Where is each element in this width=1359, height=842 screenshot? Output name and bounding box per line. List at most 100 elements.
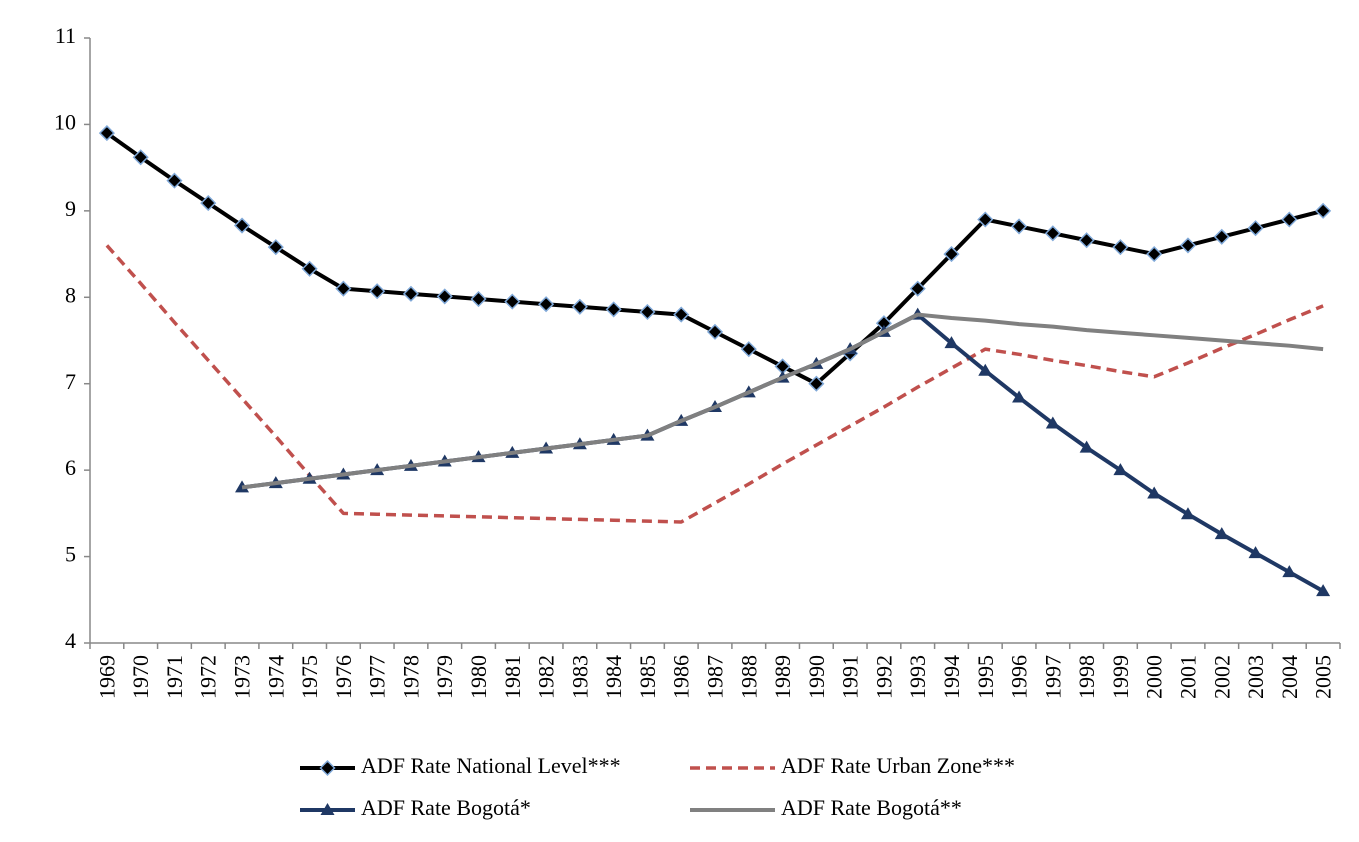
diamond-marker xyxy=(571,298,588,315)
x-tick-label: 1999 xyxy=(1108,655,1133,699)
x-tick-label: 1998 xyxy=(1074,655,1099,699)
x-tick-label: 1989 xyxy=(770,655,795,699)
diamond-marker xyxy=(200,195,217,212)
diamond-marker xyxy=(98,125,115,142)
x-tick-label: 1983 xyxy=(567,655,592,699)
y-tick-label: 5 xyxy=(65,542,76,567)
diamond-marker xyxy=(538,296,555,313)
diamond-marker xyxy=(1112,239,1129,256)
diamond-marker xyxy=(605,301,622,318)
diamond-marker xyxy=(1044,225,1061,242)
x-tick-label: 2000 xyxy=(1142,655,1167,699)
triangle-marker xyxy=(1180,507,1195,520)
diamond-marker xyxy=(166,172,183,189)
triangle-marker xyxy=(1316,584,1331,597)
diamond-marker xyxy=(233,217,251,234)
diamond-marker xyxy=(1179,237,1197,254)
triangle-marker xyxy=(1079,440,1094,453)
x-tick-label: 1996 xyxy=(1007,655,1032,699)
x-tick-label: 1981 xyxy=(500,655,525,699)
x-tick-label: 1997 xyxy=(1040,655,1065,699)
x-tick-label: 1990 xyxy=(804,655,829,699)
x-tick-label: 1969 xyxy=(94,655,119,699)
x-tick-label: 1993 xyxy=(905,655,930,699)
diamond-marker xyxy=(943,246,960,263)
legend-label: ADF Rate National Level*** xyxy=(361,753,621,778)
x-tick-label: 1975 xyxy=(297,655,322,699)
diamond-marker xyxy=(639,303,656,321)
legend-marker xyxy=(320,803,335,815)
y-tick-label: 4 xyxy=(65,628,76,653)
x-tick-label: 2003 xyxy=(1243,655,1268,699)
y-tick-label: 8 xyxy=(65,282,76,307)
x-tick-label: 1971 xyxy=(162,655,187,699)
diamond-marker xyxy=(369,283,386,300)
series-line xyxy=(241,312,1325,593)
diamond-marker xyxy=(132,149,149,166)
x-tick-label: 1980 xyxy=(466,655,491,699)
x-tick-label: 2005 xyxy=(1311,655,1336,699)
x-tick-label: 1972 xyxy=(196,655,221,699)
x-tick-label: 1991 xyxy=(838,655,863,699)
diamond-marker xyxy=(1213,228,1230,245)
diamond-marker xyxy=(1247,220,1264,237)
diamond-marker xyxy=(1281,211,1298,228)
series-line xyxy=(105,131,1324,386)
triangle-marker xyxy=(1214,527,1229,540)
diamond-marker xyxy=(977,211,994,228)
triangle-marker xyxy=(1113,463,1128,476)
x-tick-label: 1970 xyxy=(128,655,153,699)
x-tick-label: 2002 xyxy=(1209,655,1234,699)
diamond-marker xyxy=(909,280,926,297)
x-tick-label: 1976 xyxy=(331,655,356,699)
y-tick-label: 10 xyxy=(54,109,76,134)
triangle-marker xyxy=(1045,416,1060,429)
x-tick-label: 1995 xyxy=(973,655,998,699)
x-tick-label: 1987 xyxy=(703,655,728,699)
diamond-marker xyxy=(673,306,690,323)
x-tick-label: 2001 xyxy=(1175,655,1200,699)
diamond-marker xyxy=(1315,202,1332,219)
y-tick-label: 6 xyxy=(65,455,76,480)
diamond-marker xyxy=(808,375,825,392)
x-tick-label: 1982 xyxy=(534,655,559,699)
x-tick-label: 1979 xyxy=(432,655,457,699)
series-line xyxy=(241,312,1324,490)
legend-label: ADF Rate Urban Zone*** xyxy=(781,753,1015,778)
diamond-marker xyxy=(267,239,284,256)
x-tick-label: 1992 xyxy=(871,655,896,699)
x-tick-label: 1974 xyxy=(263,655,288,699)
y-tick-label: 11 xyxy=(55,23,76,48)
x-tick-label: 1985 xyxy=(635,655,660,699)
y-tick-label: 9 xyxy=(65,196,76,221)
x-tick-label: 1984 xyxy=(601,655,626,699)
legend-label: ADF Rate Bogotá* xyxy=(361,795,531,820)
diamond-marker xyxy=(470,290,487,308)
diamond-marker xyxy=(436,288,453,305)
diamond-marker xyxy=(706,323,724,340)
diamond-marker xyxy=(335,280,352,297)
diamond-marker xyxy=(301,260,318,277)
diamond-marker xyxy=(1010,218,1028,235)
triangle-marker xyxy=(1282,565,1297,578)
x-tick-label: 1977 xyxy=(365,655,390,699)
triangle-marker xyxy=(944,336,959,349)
diamond-marker xyxy=(1078,232,1095,249)
x-tick-label: 1973 xyxy=(230,655,255,699)
triangle-marker xyxy=(978,363,993,376)
x-tick-label: 1988 xyxy=(736,655,761,699)
legend-label: ADF Rate Bogotá** xyxy=(781,795,962,820)
diamond-marker xyxy=(740,341,757,358)
legend-marker xyxy=(319,759,336,777)
diamond-marker xyxy=(504,293,521,310)
x-tick-label: 1978 xyxy=(398,655,423,699)
triangle-marker xyxy=(1147,486,1162,499)
y-tick-label: 7 xyxy=(65,369,76,394)
diamond-marker xyxy=(402,285,420,302)
x-tick-label: 1986 xyxy=(669,655,694,699)
diamond-marker xyxy=(1146,246,1163,263)
triangle-marker xyxy=(1248,546,1263,559)
triangle-marker xyxy=(1012,390,1027,403)
x-tick-label: 2004 xyxy=(1277,655,1302,699)
